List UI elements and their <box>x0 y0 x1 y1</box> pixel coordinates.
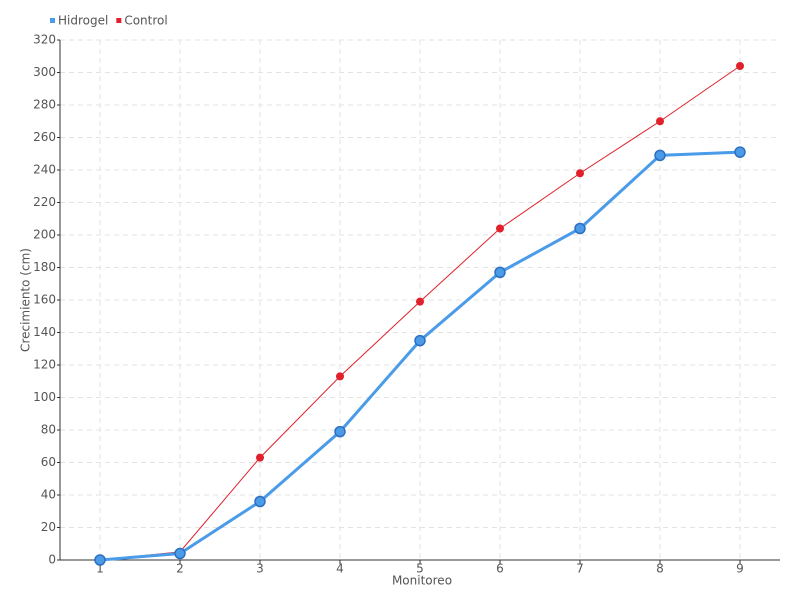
data-point <box>254 495 266 508</box>
data-point <box>736 62 744 70</box>
data-point <box>174 547 186 560</box>
y-tick-label: 100 <box>33 390 56 404</box>
x-tick-label: 5 <box>416 562 424 576</box>
legend-swatch <box>116 18 122 23</box>
y-tick-label: 200 <box>33 228 56 242</box>
y-tick-label: 0 <box>48 553 56 567</box>
data-point <box>256 453 264 462</box>
data-point <box>656 117 664 126</box>
y-tick-label: 160 <box>33 293 56 307</box>
y-tick-label: 240 <box>33 163 56 177</box>
y-tick-label: 40 <box>41 488 56 502</box>
y-tick-label: 300 <box>33 65 56 79</box>
y-tick-label: 260 <box>33 130 56 144</box>
data-point <box>576 169 584 178</box>
y-tick-label: 120 <box>33 358 56 372</box>
x-tick-label: 6 <box>496 562 504 576</box>
data-point <box>336 372 344 381</box>
data-point <box>414 334 426 347</box>
x-tick-label: 9 <box>736 562 744 576</box>
x-tick-label: 7 <box>576 562 584 576</box>
data-point <box>416 297 424 306</box>
data-point <box>496 224 504 233</box>
y-tick-label: 180 <box>33 260 56 274</box>
legend-label: Control <box>124 14 167 28</box>
data-point <box>94 554 106 566</box>
data-point <box>654 149 666 162</box>
y-tick-label: 280 <box>33 98 56 112</box>
y-tick-label: 220 <box>33 195 56 209</box>
data-point <box>334 425 346 438</box>
x-axis-label: Monitoreo <box>392 574 452 588</box>
y-tick-label: 140 <box>33 325 56 339</box>
x-tick-label: 2 <box>176 562 184 576</box>
legend-label: Hidrogel <box>58 14 108 28</box>
x-tick-label: 8 <box>656 562 664 576</box>
x-tick-label: 1 <box>96 562 104 576</box>
data-point <box>574 222 586 235</box>
y-tick-label: 320 <box>33 33 56 47</box>
data-point <box>494 266 506 279</box>
y-tick-label: 80 <box>41 423 56 437</box>
legend-swatch <box>50 18 55 23</box>
x-tick-label: 3 <box>256 562 264 576</box>
y-axis-label: Crecimiento (cm) <box>19 248 33 352</box>
y-tick-label: 60 <box>41 455 56 469</box>
y-tick-label: 20 <box>41 520 56 534</box>
data-point <box>734 146 746 158</box>
x-tick-label: 4 <box>336 562 344 576</box>
